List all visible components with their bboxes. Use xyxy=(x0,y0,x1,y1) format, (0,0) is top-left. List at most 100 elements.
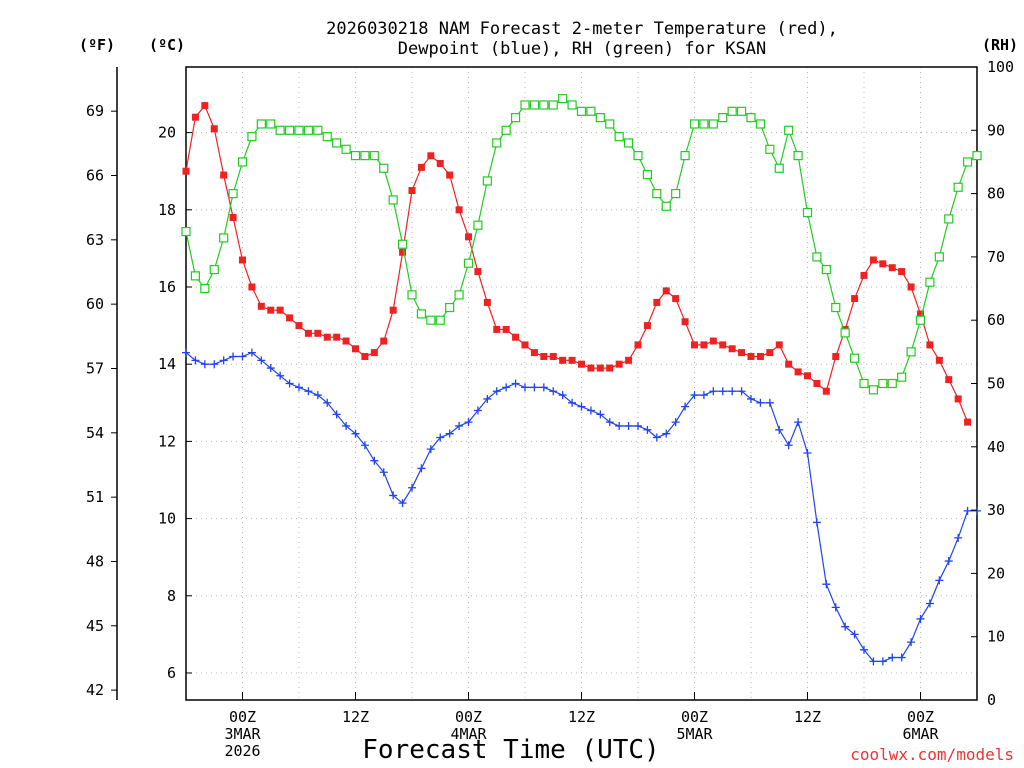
dewpoint-point xyxy=(577,402,586,411)
dewpoint-point xyxy=(803,448,812,457)
rh-point xyxy=(520,100,530,110)
temperature-point xyxy=(248,283,256,291)
rh-point xyxy=(463,258,474,268)
temperature-point xyxy=(634,341,642,349)
rh-point xyxy=(887,378,897,389)
rh-point xyxy=(633,151,643,161)
rh-point xyxy=(473,220,483,230)
dewpoint-point xyxy=(681,402,690,411)
rh-point xyxy=(793,151,803,161)
celsius-tick-label: 6 xyxy=(167,664,176,682)
rh-point xyxy=(680,151,690,161)
temperature-point xyxy=(813,380,821,387)
temperature-point xyxy=(427,152,435,160)
celsius-tick-label: 18 xyxy=(158,201,176,219)
plot-frame xyxy=(185,66,978,701)
celsius-tick-label: 14 xyxy=(158,355,176,373)
rh-tick-label: 60 xyxy=(987,311,1005,329)
dewpoint-point xyxy=(436,433,445,442)
series-temperature xyxy=(182,102,972,426)
x-tick-label: 00Z xyxy=(907,708,934,726)
rh-point xyxy=(605,119,615,129)
x-axis-title: Forecast Time (UTC) xyxy=(362,735,659,765)
fahrenheit-tick-label: 66 xyxy=(86,167,104,185)
dewpoint-point xyxy=(907,638,916,647)
temperature-point xyxy=(643,322,651,330)
celsius-tick-label: 12 xyxy=(158,432,176,450)
x-tick-label: 00Z xyxy=(681,708,708,726)
temperature-point xyxy=(888,264,896,272)
rh-point xyxy=(445,302,455,313)
dewpoint-point xyxy=(295,383,303,392)
dewpoint-point xyxy=(652,433,661,442)
temperature-point xyxy=(907,283,915,291)
dewpoint-point xyxy=(473,406,482,415)
temperature-point xyxy=(304,329,312,337)
temperature-point xyxy=(276,306,284,314)
rh-point xyxy=(661,201,671,211)
temperature-point xyxy=(954,395,962,403)
dewpoint-point xyxy=(502,383,511,392)
rh-point xyxy=(934,252,944,262)
rh-point xyxy=(727,106,737,116)
rh-point xyxy=(294,125,304,135)
series-rh xyxy=(181,94,982,395)
dewpoint-point xyxy=(521,383,529,392)
dewpoint-point xyxy=(925,599,934,608)
rh-point xyxy=(953,182,963,192)
rh-point xyxy=(812,252,822,262)
temperature-point xyxy=(239,256,246,264)
rh-point xyxy=(284,125,295,135)
rh-point xyxy=(849,353,860,363)
dewpoint-point xyxy=(709,387,718,396)
dewpoint-point xyxy=(492,387,501,396)
temperature-point xyxy=(587,364,595,372)
temperature-point xyxy=(502,325,510,333)
rh-tick-label: 100 xyxy=(987,58,1014,76)
rh-point xyxy=(915,315,926,325)
rh-point xyxy=(228,189,238,199)
rh-tick-label: 50 xyxy=(987,375,1005,393)
temperature-point xyxy=(559,356,567,364)
rh-point xyxy=(313,125,323,135)
rh-point xyxy=(765,144,775,154)
dewpoint-point xyxy=(662,429,671,438)
rh-point xyxy=(426,315,436,325)
rh-point xyxy=(859,378,869,389)
fahrenheit-tick-label: 48 xyxy=(86,552,104,570)
rh-point xyxy=(718,113,728,123)
x-tick-label: 5MAR xyxy=(676,725,713,743)
x-tick-label: 12Z xyxy=(568,708,595,726)
rh-point xyxy=(802,207,813,218)
temperature-point xyxy=(210,125,218,133)
dewpoint-point xyxy=(728,387,737,396)
temperature-point xyxy=(766,349,774,357)
gridlines xyxy=(186,67,977,700)
dewpoint-point xyxy=(860,645,868,654)
dewpoint-point xyxy=(483,394,492,403)
temperature-point xyxy=(606,364,614,372)
fahrenheit-tick-label: 60 xyxy=(86,295,104,313)
temperature-point xyxy=(399,248,407,256)
rh-point xyxy=(906,347,916,357)
temperature-point xyxy=(709,337,717,345)
dewpoint-point xyxy=(822,580,831,589)
temperature-point xyxy=(549,352,557,360)
dewpoint-point xyxy=(455,421,464,430)
dewpoint-point xyxy=(182,348,190,357)
rh-point xyxy=(256,119,266,129)
dewpoint-point xyxy=(605,418,614,427)
rh-point xyxy=(190,271,201,281)
temperature-point xyxy=(323,333,331,341)
rh-tick-label: 40 xyxy=(987,438,1005,456)
rh-point xyxy=(868,385,879,395)
dewpoint-point xyxy=(841,622,850,631)
fahrenheit-tick-label: 63 xyxy=(86,231,104,249)
dewpoint-point xyxy=(643,425,652,434)
temperature-point xyxy=(756,352,764,360)
dewpoint-point xyxy=(944,557,953,566)
temperature-point xyxy=(267,306,275,314)
dewpoint-point xyxy=(916,614,925,623)
rh-tick-label: 30 xyxy=(987,501,1005,519)
